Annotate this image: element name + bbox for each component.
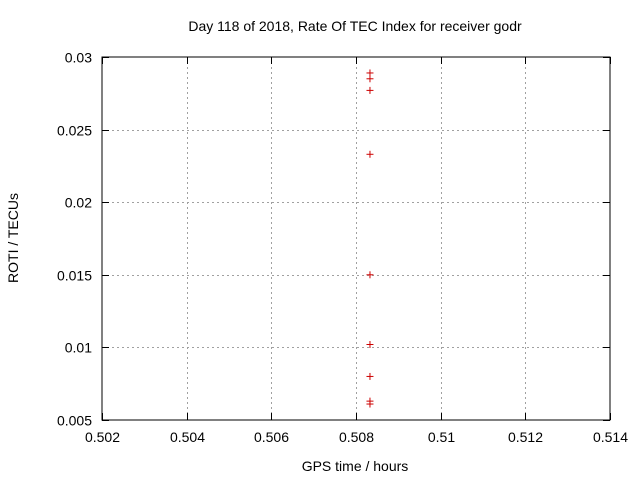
x-axis-label: GPS time / hours: [302, 458, 409, 474]
data-point: [366, 372, 374, 380]
x-tick-label: 0.502: [85, 429, 120, 445]
grid: [102, 57, 610, 420]
data-point: [366, 400, 374, 408]
y-axis-label: ROTI / TECUs: [5, 193, 21, 283]
data-point: [366, 340, 374, 348]
y-axis-tick-labels: 0.005 0.01 0.015 0.02 0.025 0.03: [57, 50, 92, 429]
axis-ticks: [102, 57, 611, 421]
x-tick-label: 0.506: [254, 429, 289, 445]
x-tick-label: 0.51: [428, 429, 455, 445]
chart-title: Day 118 of 2018, Rate Of TEC Index for r…: [188, 18, 522, 34]
y-tick-label: 0.01: [65, 340, 92, 356]
x-tick-label: 0.508: [339, 429, 374, 445]
y-tick-label: 0.025: [57, 123, 92, 139]
y-tick-label: 0.005: [57, 413, 92, 429]
data-point: [366, 150, 374, 158]
data-point: [366, 86, 374, 94]
x-tick-label: 0.514: [593, 429, 628, 445]
data-points: [366, 69, 374, 408]
x-tick-label: 0.504: [170, 429, 205, 445]
x-axis-tick-labels: 0.502 0.504 0.506 0.508 0.51 0.512 0.514: [85, 429, 628, 445]
data-point: [366, 271, 374, 279]
y-tick-label: 0.02: [65, 195, 92, 211]
data-point: [366, 75, 374, 83]
y-tick-label: 0.03: [65, 50, 92, 66]
y-tick-label: 0.015: [57, 268, 92, 284]
x-tick-label: 0.512: [508, 429, 543, 445]
